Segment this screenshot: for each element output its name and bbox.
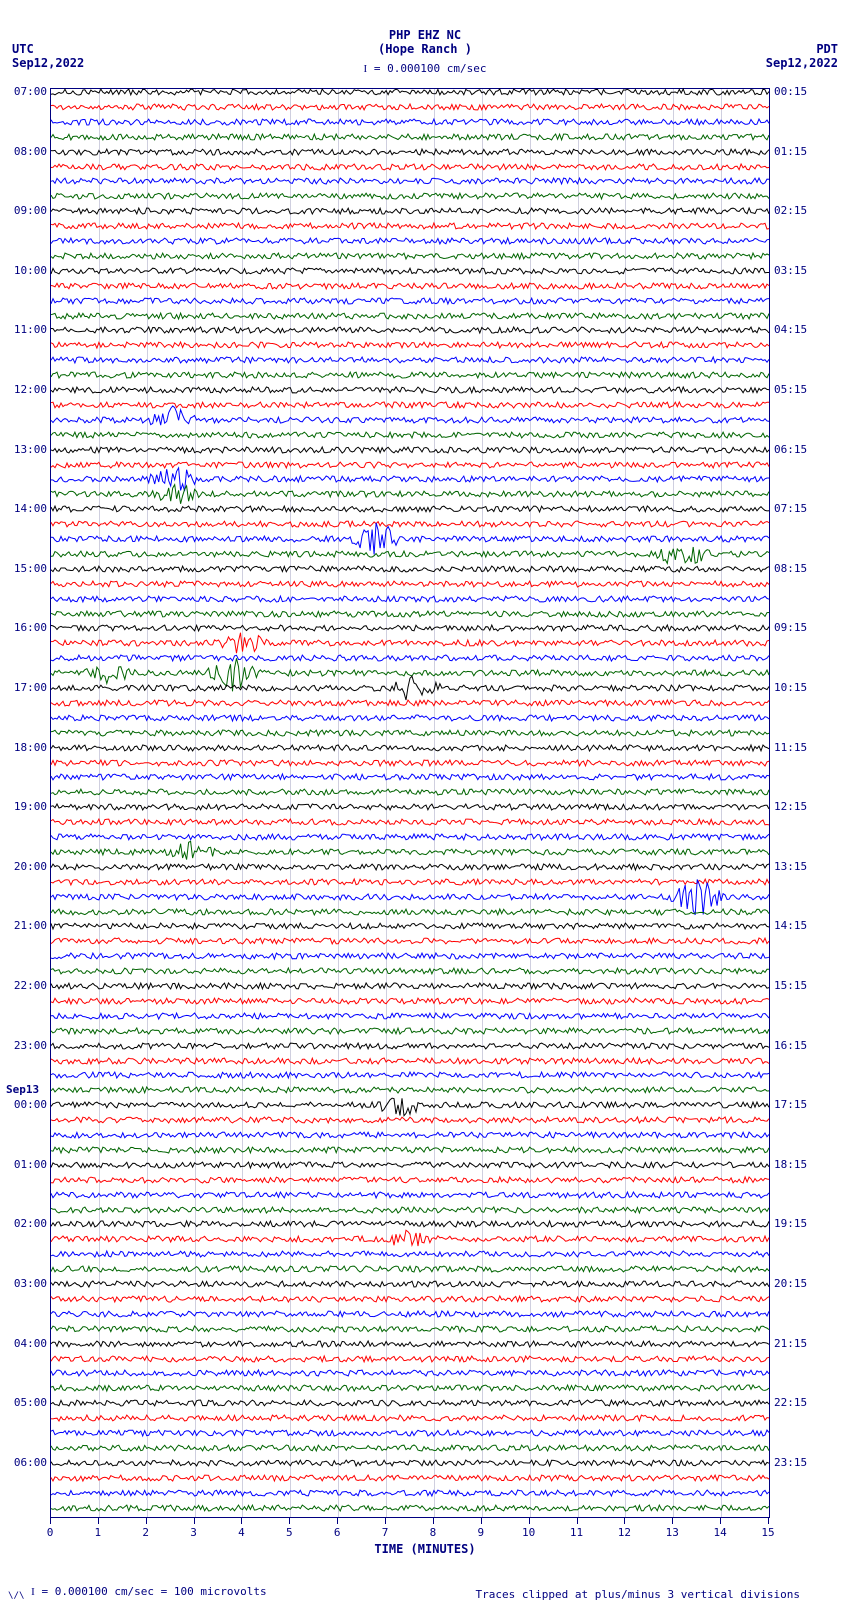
pdt-hour-label: 09:15: [774, 621, 807, 634]
utc-hour-label: 15:00: [2, 562, 47, 575]
footer-clip-note: Traces clipped at plus/minus 3 vertical …: [475, 1588, 800, 1601]
utc-hour-label: 17:00: [2, 681, 47, 694]
pdt-hour-label: 14:15: [774, 919, 807, 932]
utc-hour-label: 01:00: [2, 1158, 47, 1171]
x-tick: [577, 1518, 578, 1524]
utc-hour-label: 04:00: [2, 1337, 47, 1350]
x-tick-label: 12: [618, 1526, 631, 1539]
x-tick-label: 3: [190, 1526, 197, 1539]
pdt-hour-label: 02:15: [774, 204, 807, 217]
x-tick-label: 9: [477, 1526, 484, 1539]
utc-hour-label: 23:00: [2, 1039, 47, 1052]
x-tick: [720, 1518, 721, 1524]
x-tick: [385, 1518, 386, 1524]
x-tick-label: 14: [714, 1526, 727, 1539]
utc-hour-label: 00:00: [2, 1098, 47, 1111]
utc-hour-label: 22:00: [2, 979, 47, 992]
x-tick: [672, 1518, 673, 1524]
pdt-hour-label: 23:15: [774, 1456, 807, 1469]
helicorder-plot-area: [50, 88, 770, 1518]
x-tick: [337, 1518, 338, 1524]
pdt-hour-label: 18:15: [774, 1158, 807, 1171]
utc-day-label: Sep13: [6, 1083, 39, 1096]
seismic-trace: [51, 1463, 769, 1553]
pdt-hour-label: 13:15: [774, 860, 807, 873]
x-tick-label: 13: [666, 1526, 679, 1539]
x-tick-label: 15: [761, 1526, 774, 1539]
x-tick: [241, 1518, 242, 1524]
utc-hour-label: 19:00: [2, 800, 47, 813]
x-tick: [481, 1518, 482, 1524]
x-tick: [146, 1518, 147, 1524]
pdt-hour-label: 07:15: [774, 502, 807, 515]
x-tick-label: 10: [522, 1526, 535, 1539]
utc-hour-label: 12:00: [2, 383, 47, 396]
pdt-hour-label: 17:15: [774, 1098, 807, 1111]
pdt-hour-label: 21:15: [774, 1337, 807, 1350]
utc-hour-label: 21:00: [2, 919, 47, 932]
pdt-hour-label: 01:15: [774, 145, 807, 158]
utc-hour-label: 20:00: [2, 860, 47, 873]
x-tick-label: 5: [286, 1526, 293, 1539]
pdt-hour-label: 22:15: [774, 1396, 807, 1409]
x-axis-title: TIME (MINUTES): [374, 1542, 475, 1556]
utc-hour-label: 13:00: [2, 443, 47, 456]
timezone-right: PDT: [816, 42, 838, 56]
x-tick: [433, 1518, 434, 1524]
pdt-hour-label: 00:15: [774, 85, 807, 98]
utc-hour-label: 14:00: [2, 502, 47, 515]
station-code: PHP EHZ NC: [389, 28, 461, 42]
pdt-hour-label: 04:15: [774, 323, 807, 336]
x-tick: [289, 1518, 290, 1524]
x-tick-label: 2: [142, 1526, 149, 1539]
x-tick: [624, 1518, 625, 1524]
utc-hour-label: 10:00: [2, 264, 47, 277]
pdt-hour-label: 15:15: [774, 979, 807, 992]
x-tick-label: 11: [570, 1526, 583, 1539]
utc-hour-label: 05:00: [2, 1396, 47, 1409]
footer-scale: \/\ I = 0.000100 cm/sec = 100 microvolts: [8, 1585, 267, 1601]
utc-hour-label: 08:00: [2, 145, 47, 158]
x-tick-label: 4: [238, 1526, 245, 1539]
x-tick-label: 8: [430, 1526, 437, 1539]
pdt-hour-label: 05:15: [774, 383, 807, 396]
pdt-hour-label: 03:15: [774, 264, 807, 277]
pdt-hour-label: 08:15: [774, 562, 807, 575]
utc-hour-label: 09:00: [2, 204, 47, 217]
x-tick-label: 7: [382, 1526, 389, 1539]
pdt-hour-label: 12:15: [774, 800, 807, 813]
pdt-hour-label: 16:15: [774, 1039, 807, 1052]
utc-hour-label: 06:00: [2, 1456, 47, 1469]
x-tick: [98, 1518, 99, 1524]
date-right: Sep12,2022: [766, 56, 838, 70]
utc-hour-label: 03:00: [2, 1277, 47, 1290]
pdt-hour-label: 19:15: [774, 1217, 807, 1230]
pdt-hour-label: 11:15: [774, 741, 807, 754]
x-tick: [529, 1518, 530, 1524]
timezone-left: UTC: [12, 42, 34, 56]
pdt-hour-label: 10:15: [774, 681, 807, 694]
x-tick: [50, 1518, 51, 1524]
x-tick-label: 1: [95, 1526, 102, 1539]
utc-hour-label: 16:00: [2, 621, 47, 634]
x-tick-label: 0: [47, 1526, 54, 1539]
utc-hour-label: 02:00: [2, 1217, 47, 1230]
x-tick: [768, 1518, 769, 1524]
utc-hour-label: 18:00: [2, 741, 47, 754]
x-tick: [194, 1518, 195, 1524]
utc-hour-label: 07:00: [2, 85, 47, 98]
pdt-hour-label: 06:15: [774, 443, 807, 456]
utc-hour-label: 11:00: [2, 323, 47, 336]
pdt-hour-label: 20:15: [774, 1277, 807, 1290]
x-tick-label: 6: [334, 1526, 341, 1539]
seismogram-container: PHP EHZ NC (Hope Ranch ) I = 0.000100 cm…: [0, 0, 850, 1613]
